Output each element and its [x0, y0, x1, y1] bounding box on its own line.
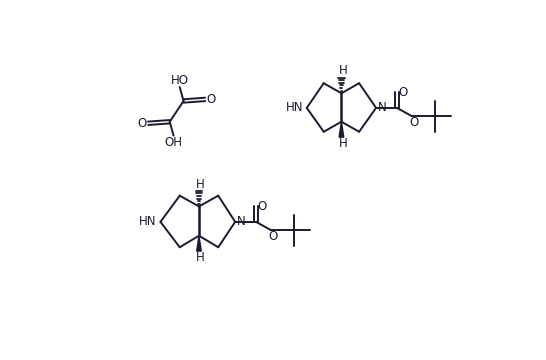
Text: O: O [138, 117, 147, 130]
Text: H: H [196, 251, 205, 264]
Text: H: H [339, 137, 347, 150]
Text: OH: OH [164, 136, 182, 149]
Text: H: H [339, 64, 347, 77]
Polygon shape [339, 122, 344, 137]
Text: N: N [378, 102, 387, 114]
Text: HN: HN [139, 215, 157, 228]
Polygon shape [197, 236, 201, 251]
Text: O: O [268, 230, 277, 243]
Text: H: H [196, 177, 205, 190]
Text: O: O [207, 93, 216, 106]
Text: O: O [409, 116, 418, 129]
Text: HN: HN [286, 102, 303, 114]
Text: O: O [258, 200, 267, 213]
Text: O: O [399, 86, 408, 99]
Text: HO: HO [171, 74, 189, 87]
Text: N: N [237, 215, 246, 228]
